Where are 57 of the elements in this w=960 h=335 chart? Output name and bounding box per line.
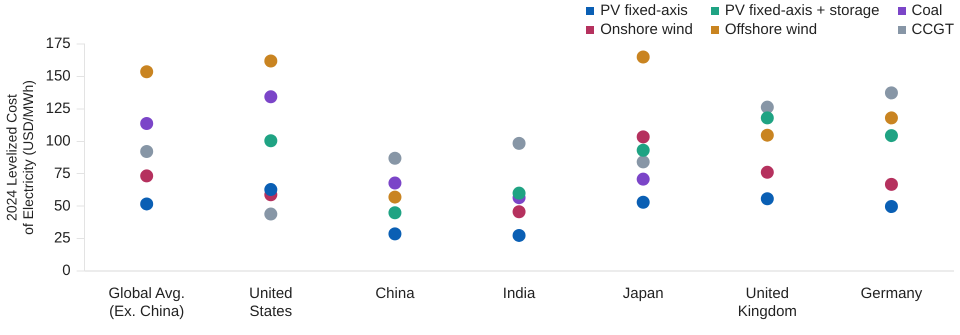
legend-label: PV fixed-axis [600,2,688,19]
y-tick-label: 25 [54,230,71,247]
y-tick-label: 150 [46,68,71,85]
point [388,152,402,165]
x-tick-label: India [502,285,536,302]
legend-label: Coal [912,2,942,19]
y-tick-label: 100 [46,132,71,150]
x-tick-label: United Kingdom [738,285,797,320]
point [264,183,278,196]
y-tick-label: 50 [54,197,71,214]
y-axis-title: 2024 Levelized Cost of Electricity (USD/MWh) [3,80,36,235]
y-tick-label: 175 [46,35,71,52]
y-tick-label: 75 [54,164,71,182]
point [636,172,650,186]
legend-label: Onshore wind [600,21,693,38]
point [760,128,774,142]
point [884,200,898,214]
point [140,197,154,210]
point [512,228,526,242]
point [512,186,526,200]
point [884,178,898,191]
point [636,130,650,144]
point [636,196,650,209]
point [760,166,774,179]
point [512,136,526,150]
point [760,192,774,206]
point [140,117,154,130]
point [760,100,774,114]
point [884,129,898,142]
x-tick-label: Global Avg. (Ex. China) [108,285,185,320]
point [760,111,774,124]
point [264,90,278,104]
point [140,145,154,158]
point [140,169,154,182]
y-tick-label: 0 [62,262,71,280]
point [636,144,650,157]
point [264,134,278,148]
point [884,86,898,100]
point [636,50,650,64]
point [388,176,402,190]
x-tick-label: China [375,285,416,302]
point [388,227,402,240]
point [140,65,154,78]
point [388,206,402,220]
point [388,190,402,204]
point [884,111,898,124]
point [512,205,526,218]
x-tick-label: Japan [622,285,664,302]
point [264,54,278,68]
legend-label: PV fixed-axis + storage [724,2,880,19]
legend-label: Offshore wind [724,21,818,38]
legend-label: CCGT [912,21,954,38]
x-tick-label: Germany [860,285,923,302]
y-tick-label: 125 [46,100,71,117]
point [636,155,650,168]
point [264,208,278,221]
x-tick-label: United States [249,285,292,320]
